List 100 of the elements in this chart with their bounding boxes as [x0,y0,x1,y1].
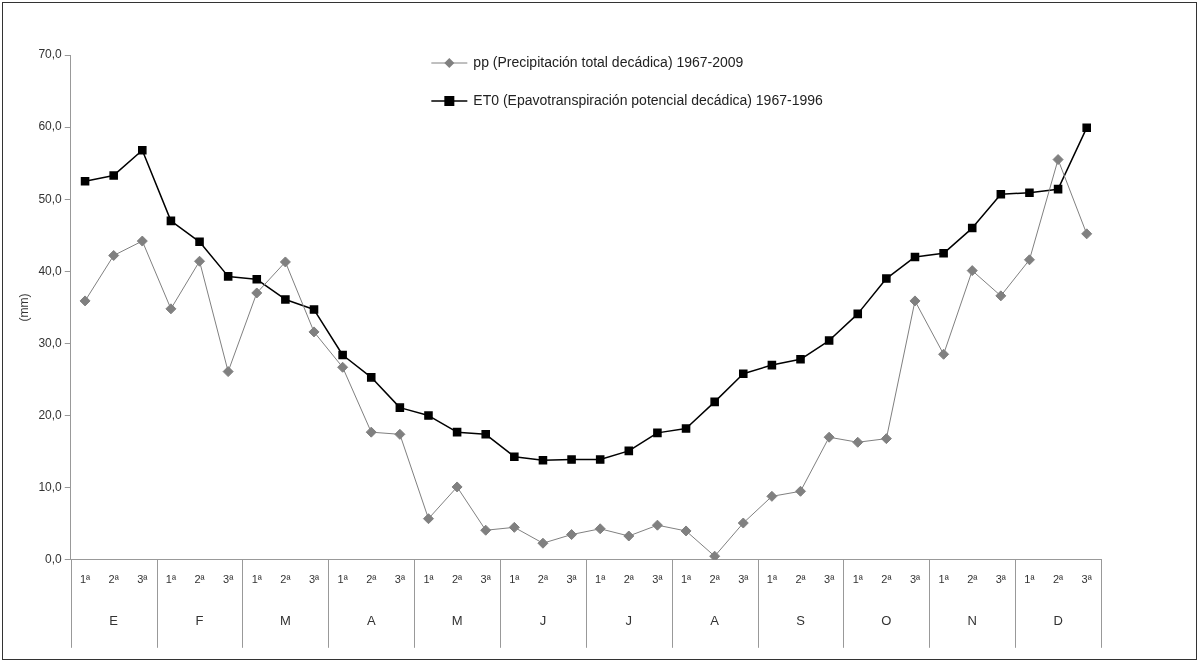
point [967,223,977,233]
x-tick-label: 3ª [308,573,321,586]
x-tick-label: 3ª [223,573,235,586]
point [452,427,462,437]
x-tick-label: 3ª [738,573,750,586]
text: M [279,613,291,629]
point [880,433,892,445]
x-tick-label: 1ª [938,573,950,586]
point [594,523,606,535]
text: A [366,613,376,629]
x-tick-label: 2ª [709,573,721,586]
x-tick-label: 2ª [194,573,206,586]
point [909,295,921,307]
point [279,256,291,268]
x-tick-label: 1ª [423,573,435,586]
x-tick-label: 1ª [852,573,864,586]
x-tick-label: 2ª [1052,573,1065,586]
y-tick-label: 30,0 [38,335,63,350]
point [338,350,347,360]
point [108,249,120,261]
point [510,452,519,461]
point [824,336,834,345]
point [910,252,920,262]
point [252,274,262,284]
point [1025,188,1034,198]
x-tick-label: 1ª [509,573,521,586]
x-tick-label: 2ª [537,573,549,586]
y-tick-label: 50,0 [38,191,63,206]
x-tick-label: 1ª [680,573,693,586]
x-tick-label: 2ª [623,573,635,586]
point [451,481,463,493]
point [738,369,748,379]
x-tick-label: 2ª [881,573,893,586]
point [337,361,349,373]
x-tick-label: 2ª [108,573,120,586]
point [424,411,433,420]
point [1082,123,1091,133]
point [308,326,320,338]
point [966,265,978,277]
point [251,287,263,299]
point [1052,154,1064,166]
point [796,355,805,364]
point [566,529,578,541]
point [939,249,948,258]
point [766,490,778,502]
x-tick-label: 3ª [824,573,836,586]
point [480,524,492,536]
x-tick-label: 1ª [165,573,177,586]
point [709,550,721,560]
point [79,295,91,307]
text: F [195,613,204,629]
point [938,348,950,360]
x-tick-label: 2ª [452,573,464,586]
x-tick-label: 2ª [967,573,979,586]
point [365,426,377,438]
point [623,530,635,542]
point [767,360,777,370]
point [481,430,490,439]
x-tick-label: 3ª [652,573,664,586]
y-tick-label: 0,0 [45,552,63,567]
y-axis-title: (mm) [16,293,31,322]
text: O [881,613,892,629]
y-tick-label: 10,0 [38,480,63,494]
x-tick-label: 3ª [566,573,578,586]
point [166,216,176,226]
point [995,290,1007,302]
x-tick-label: 1ª [79,573,92,586]
x-tick-label: 1ª [251,573,263,586]
point [309,305,319,314]
point [567,455,576,464]
legend-label: ET0 (Epavotranspiración potencial decádica) 1967-1996 [473,91,823,108]
point [281,295,290,304]
point [80,176,90,186]
text: D [1053,613,1063,629]
point [222,366,234,378]
legend-label: pp (Precipitación total decádica) 1967-2009 [473,53,744,70]
x-tick-label: 1ª [766,573,778,586]
x-tick-label: 3ª [995,573,1007,586]
x-tick-label: 1ª [1024,573,1036,586]
y-tick-label: 60,0 [38,119,63,134]
x-tick-label: 2ª [366,573,378,586]
text: J [539,613,547,629]
point [737,517,749,529]
x-tick-label: 3ª [394,573,406,586]
text: N [967,613,977,629]
x-tick-label: 3ª [1081,573,1093,586]
x-tick-label: 3ª [909,573,921,586]
point [223,272,233,281]
point [680,525,692,537]
point [653,428,662,438]
point [194,255,206,267]
point [823,431,835,443]
y-tick-label: 40,0 [38,263,63,278]
point [537,537,549,549]
point [165,303,177,315]
point [1023,254,1035,266]
point [109,171,118,180]
point [710,397,719,407]
x-tick-label: 2ª [280,573,292,586]
point [595,455,605,464]
